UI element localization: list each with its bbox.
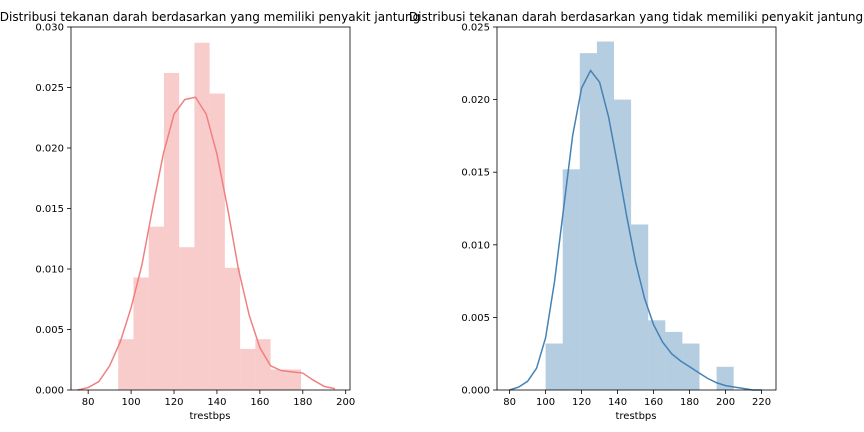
histogram-bar [285, 369, 302, 390]
x-tick-label: 120 [572, 397, 591, 408]
x-tick-label: 100 [122, 397, 141, 408]
x-axis-label: trestbps [615, 411, 656, 422]
x-axis-ticks: 80 100 120 140 160 180 200 220 [503, 390, 771, 408]
kde-curve [509, 69, 762, 391]
y-tick-label: 0.020 [35, 144, 64, 155]
y-tick-label: 0.000 [35, 386, 64, 397]
x-axis-ticks: 80 100 120 140 160 180 200 [82, 390, 355, 408]
histogram-bar [163, 72, 180, 390]
histogram-bar [209, 93, 225, 391]
y-tick-label: 0.015 [35, 204, 64, 215]
y-tick-label: 0.005 [35, 325, 64, 336]
histogram-bar [255, 339, 271, 390]
histogram-bars [545, 41, 734, 391]
x-tick-label: 220 [752, 397, 771, 408]
histogram-bar [148, 226, 164, 390]
kde-curve [77, 96, 336, 391]
histogram-bar [631, 224, 649, 390]
x-tick-label: 200 [716, 397, 735, 408]
y-tick-label: 0.030 [35, 23, 64, 34]
x-tick-label: 120 [164, 397, 183, 408]
x-tick-label: 200 [336, 397, 355, 408]
histogram-bar [224, 267, 241, 390]
y-tick-label: 0.015 [461, 168, 490, 179]
histogram-bar [270, 369, 286, 390]
histogram-bar [133, 277, 149, 390]
histogram-bar [665, 331, 683, 390]
chart-right: Distribusi tekanan darah berdasarkan yan… [409, 10, 863, 422]
kde-curve-group [77, 96, 336, 391]
y-axis-ticks: 0.000 0.005 0.010 0.015 0.020 0.025 0.030 [35, 23, 71, 397]
x-tick-label: 180 [680, 397, 699, 408]
histogram-bar [614, 99, 632, 390]
y-tick-label: 0.000 [461, 386, 490, 397]
x-tick-label: 180 [293, 397, 312, 408]
chart-left: Distribusi tekanan darah berdasarkan yan… [0, 10, 420, 422]
y-tick-label: 0.020 [461, 95, 490, 106]
chart-title: Distribusi tekanan darah berdasarkan yan… [409, 10, 863, 24]
chart-title: Distribusi tekanan darah berdasarkan yan… [0, 10, 420, 24]
y-tick-label: 0.025 [35, 83, 64, 94]
histogram-bar [194, 42, 210, 390]
histogram-bar [579, 53, 597, 391]
histogram-bar [240, 348, 256, 390]
histogram-bar [596, 41, 614, 391]
histogram-bar [545, 343, 563, 390]
kde-curve-group [509, 69, 762, 391]
x-tick-label: 140 [608, 397, 627, 408]
y-tick-label: 0.005 [461, 313, 490, 324]
y-tick-label: 0.025 [461, 23, 490, 34]
y-tick-label: 0.010 [35, 265, 64, 276]
y-tick-label: 0.010 [461, 240, 490, 251]
histogram-bar [562, 169, 580, 390]
plot-frame [496, 26, 777, 391]
x-tick-label: 160 [250, 397, 269, 408]
x-tick-label: 80 [503, 397, 516, 408]
histogram-bar [118, 339, 134, 390]
histogram-bar [179, 247, 195, 390]
x-tick-label: 160 [644, 397, 663, 408]
x-tick-label: 140 [207, 397, 226, 408]
histogram-bars [118, 42, 302, 391]
x-axis-label: trestbps [189, 411, 230, 422]
x-tick-label: 100 [536, 397, 555, 408]
x-tick-label: 80 [82, 397, 95, 408]
y-axis-ticks: 0.000 0.005 0.010 0.015 0.020 0.025 [461, 23, 497, 397]
